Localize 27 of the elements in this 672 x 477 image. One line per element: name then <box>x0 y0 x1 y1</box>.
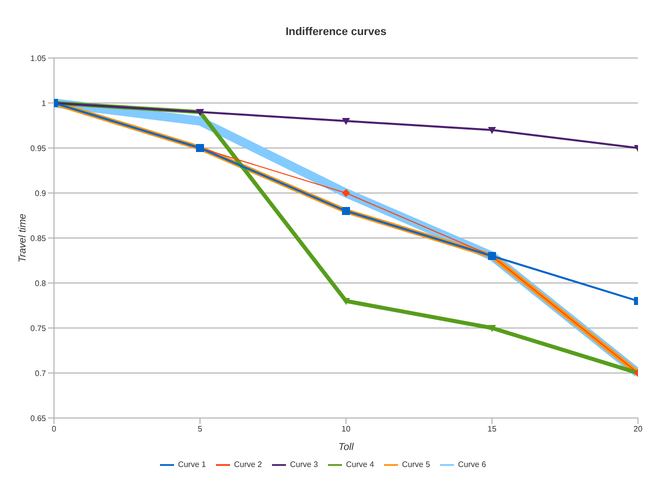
point <box>488 127 496 134</box>
y-tick-label: 1.05 <box>30 54 47 63</box>
y-tick-label: 0.85 <box>30 234 47 243</box>
y-tick-label: 0.65 <box>30 414 47 423</box>
x-tick-label: 20 <box>634 424 643 434</box>
y-tick-label: 1 <box>42 98 47 108</box>
point <box>342 118 350 125</box>
y-tick-label: 0.8 <box>34 278 47 288</box>
y-axis-title: Travel time <box>18 213 29 262</box>
legend-label: Curve 6 <box>458 460 486 470</box>
y-tick-label: 0.9 <box>34 188 47 198</box>
x-axis-title: Toll <box>338 442 354 453</box>
legend-label: Curve 3 <box>290 460 318 470</box>
x-tick-label: 0 <box>52 424 57 434</box>
x-tick-label: 5 <box>198 424 203 434</box>
legend-label: Curve 2 <box>234 460 262 470</box>
y-tick-label: 0.95 <box>30 144 47 153</box>
chart-title: Indifference curves <box>284 25 388 40</box>
legend-label: Curve 4 <box>346 460 374 470</box>
legend-label: Curve 1 <box>178 460 206 470</box>
x-tick-label: 15 <box>488 424 497 434</box>
x-tick-label: 10 <box>342 424 351 434</box>
point <box>342 207 350 215</box>
legend-label: Curve 5 <box>402 460 430 470</box>
y-tick-label: 0.7 <box>34 368 47 378</box>
point <box>488 325 496 332</box>
y-tick-label: 0.75 <box>30 324 47 333</box>
